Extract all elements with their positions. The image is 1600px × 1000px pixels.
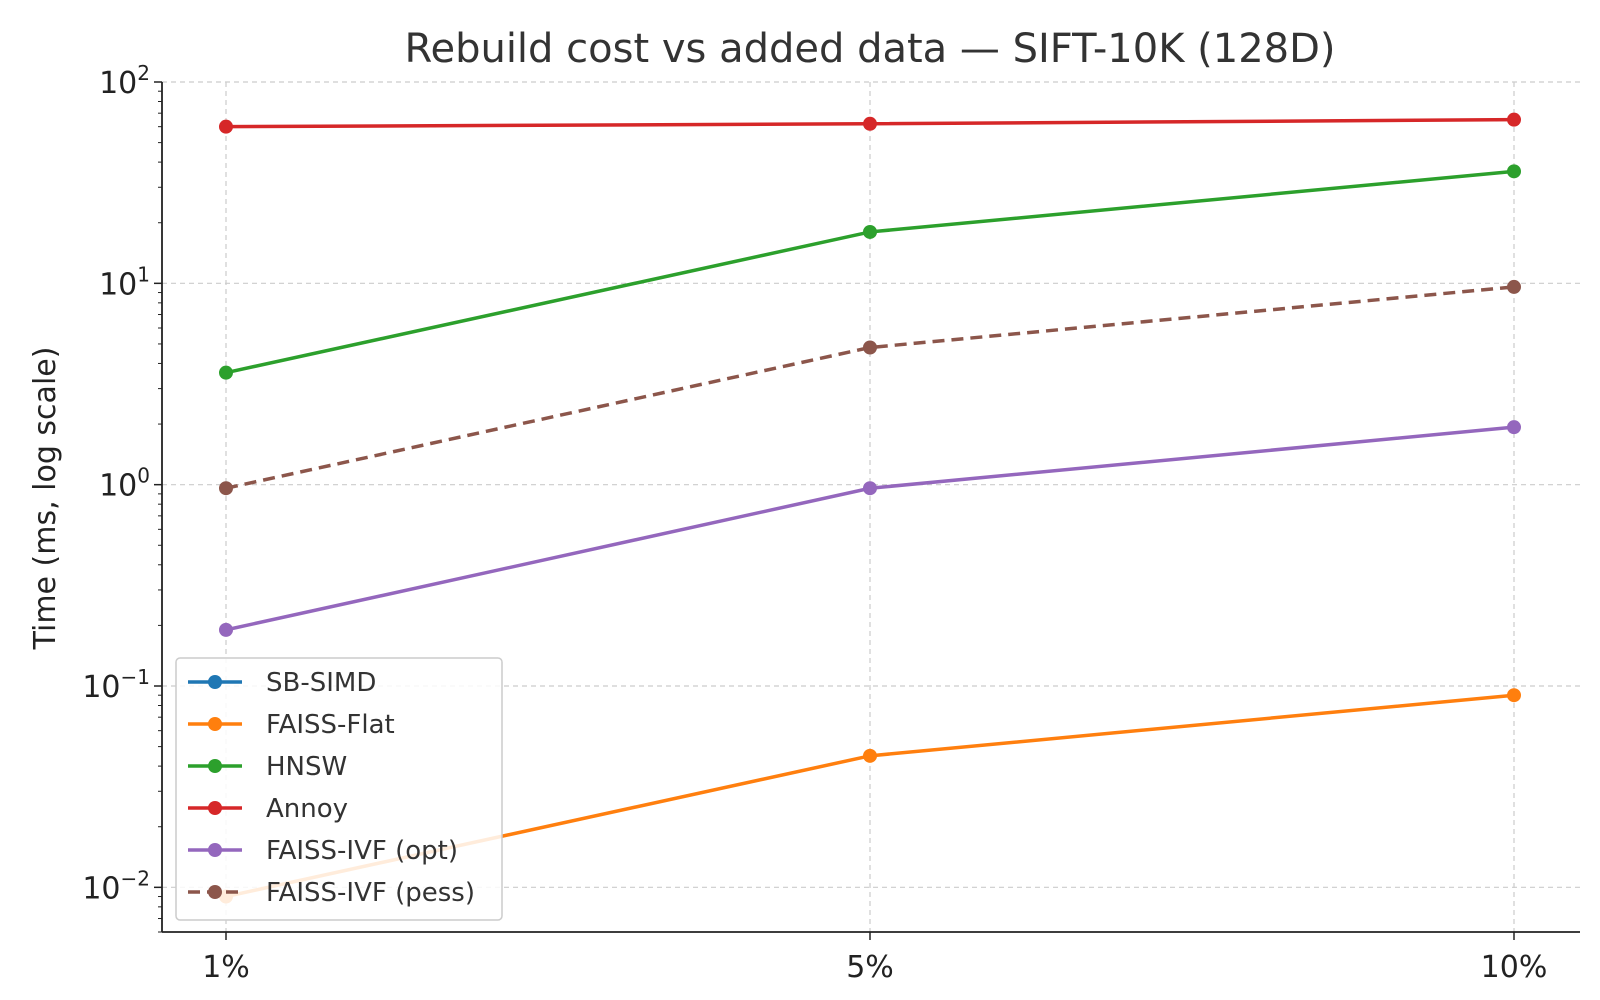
legend-label-faiss-ivf-pess: FAISS-IVF (pess) <box>266 878 475 908</box>
x-tick-label: 5% <box>846 950 894 985</box>
data-point-faiss-flat <box>1507 688 1521 703</box>
data-point-faiss-ivf-opt <box>219 622 233 637</box>
data-point-faiss-ivf-pess <box>1507 279 1521 294</box>
x-tick-label: 1% <box>202 950 250 985</box>
legend-marker-faiss-ivf-pess <box>208 885 222 899</box>
legend-marker-hnsw <box>208 759 222 773</box>
y-tick-label: 102 <box>99 61 150 101</box>
data-point-faiss-flat <box>863 748 877 763</box>
legend-label-hnsw: HNSW <box>266 752 347 782</box>
legend-marker-faiss-flat <box>208 717 222 731</box>
data-point-faiss-ivf-opt <box>863 481 877 496</box>
data-point-faiss-ivf-opt <box>1507 420 1521 435</box>
data-point-annoy <box>863 116 877 131</box>
legend-marker-sb-simd <box>208 675 222 689</box>
legend-label-faiss-ivf-opt: FAISS-IVF (opt) <box>266 836 458 866</box>
legend-marker-faiss-ivf-opt <box>208 843 222 857</box>
y-tick-label: 10−2 <box>82 866 150 906</box>
legend-label-faiss-flat: FAISS-Flat <box>266 710 395 740</box>
legend-marker-annoy <box>208 801 222 815</box>
data-point-annoy <box>219 119 233 134</box>
legend-label-annoy: Annoy <box>266 794 348 824</box>
legend-label-sb-simd: SB-SIMD <box>266 668 376 698</box>
data-point-hnsw <box>1507 164 1521 179</box>
legend: SB-SIMD FAISS-Flat HNSW Annoy FAISS-IVF (opt… <box>175 657 503 921</box>
data-point-faiss-ivf-pess <box>219 481 233 496</box>
data-point-hnsw <box>219 365 233 380</box>
x-tick-label: 10% <box>1481 950 1548 985</box>
series-line-faiss-ivf-pess <box>225 285 1515 490</box>
y-axis-title: Time (ms, log scale) <box>28 347 63 651</box>
y-tick-label: 10−1 <box>82 665 150 705</box>
y-tick-label: 101 <box>99 262 150 302</box>
legend-box <box>175 657 503 921</box>
data-point-annoy <box>1507 112 1521 127</box>
data-point-faiss-ivf-pess <box>863 340 877 355</box>
chart-title: Rebuild cost vs added data — SIFT-10K (1… <box>404 26 1335 72</box>
y-tick-label: 100 <box>99 464 150 504</box>
data-point-hnsw <box>863 224 877 239</box>
axes: 1% 5% 10% 10−2 10−1 100 101 102 <box>82 61 1580 985</box>
